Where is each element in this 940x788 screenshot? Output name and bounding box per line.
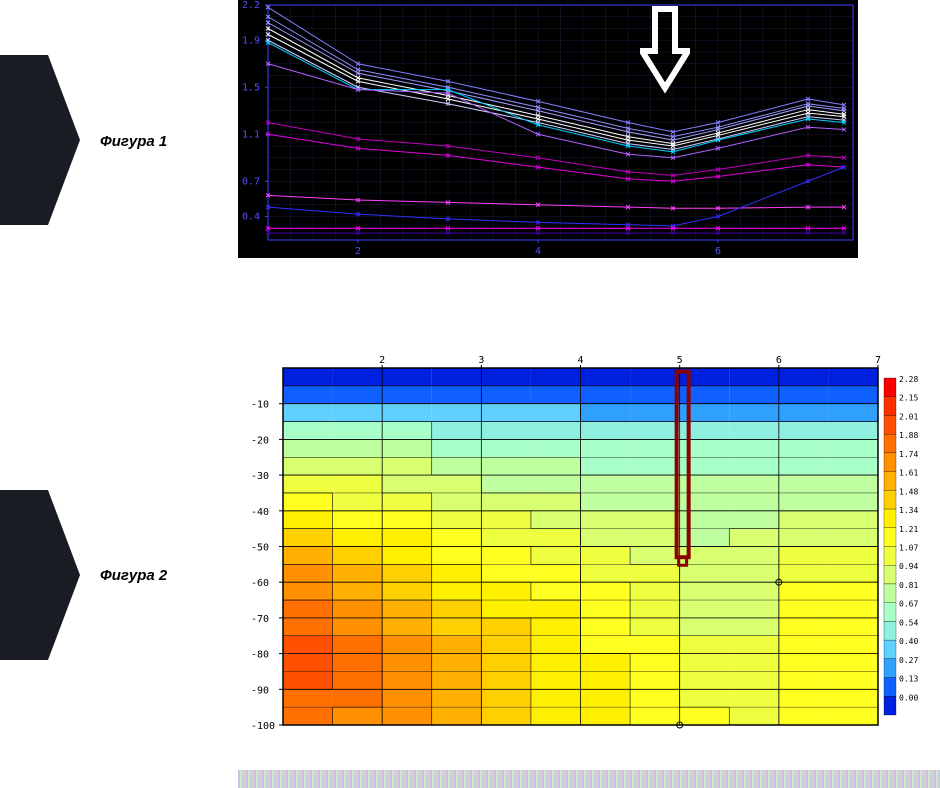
svg-text:0.94: 0.94 [899, 562, 918, 571]
svg-text:-80: -80 [251, 650, 269, 661]
svg-text:-10: -10 [251, 400, 269, 411]
svg-text:-70: -70 [251, 614, 269, 625]
chevron-fig1 [0, 55, 80, 225]
svg-text:1.21: 1.21 [899, 525, 918, 534]
svg-text:-90: -90 [251, 685, 269, 696]
svg-text:0.40: 0.40 [899, 637, 918, 646]
svg-text:2.15: 2.15 [899, 394, 918, 403]
svg-text:1.34: 1.34 [899, 506, 918, 515]
svg-text:-100: -100 [251, 721, 275, 732]
svg-text:1.48: 1.48 [899, 487, 918, 496]
svg-text:0.00: 0.00 [899, 693, 918, 702]
svg-text:0.81: 0.81 [899, 581, 918, 590]
svg-text:1.61: 1.61 [899, 469, 918, 478]
svg-text:7: 7 [875, 355, 881, 366]
svg-text:0.54: 0.54 [899, 618, 918, 627]
svg-text:2: 2 [379, 355, 385, 366]
svg-text:2: 2 [355, 246, 361, 257]
svg-text:6: 6 [776, 355, 782, 366]
svg-text:0.27: 0.27 [899, 656, 918, 665]
down-arrow-icon [640, 6, 690, 96]
svg-text:-30: -30 [251, 471, 269, 482]
svg-text:1.1: 1.1 [242, 129, 260, 140]
chevron-fig2 [0, 490, 80, 660]
svg-text:-20: -20 [251, 435, 269, 446]
svg-text:0.13: 0.13 [899, 675, 918, 684]
svg-text:5: 5 [677, 355, 683, 366]
svg-text:0.7: 0.7 [242, 176, 260, 187]
svg-text:-60: -60 [251, 578, 269, 589]
svg-text:3: 3 [478, 355, 484, 366]
svg-text:1.88: 1.88 [899, 431, 918, 440]
svg-text:4: 4 [535, 246, 541, 257]
svg-text:1.74: 1.74 [899, 450, 918, 459]
svg-text:-50: -50 [251, 543, 269, 554]
svg-text:-40: -40 [251, 507, 269, 518]
svg-text:1.5: 1.5 [242, 82, 260, 93]
svg-text:2.28: 2.28 [899, 375, 918, 384]
svg-text:4: 4 [578, 355, 584, 366]
figure1-chart: 0.4 0.7 1.1 1.5 1.9 2.2 2 4 6 [238, 0, 858, 258]
svg-text:0.67: 0.67 [899, 600, 918, 609]
svg-text:6: 6 [715, 246, 721, 257]
svg-text:2.2: 2.2 [242, 0, 260, 11]
figure2-chart: 2 3 4 5 6 7 -10 -20 -30 -40 -50 -60 -70 -80 -90 -100 2.2… [238, 350, 940, 730]
figure1-label: Фигура 1 [100, 133, 167, 150]
noise-bar [238, 770, 940, 788]
figure2-label: Фигура 2 [100, 567, 167, 584]
svg-text:1.9: 1.9 [242, 35, 260, 46]
svg-text:1.07: 1.07 [899, 544, 918, 553]
svg-text:2.01: 2.01 [899, 412, 918, 421]
svg-text:0.4: 0.4 [242, 212, 260, 223]
